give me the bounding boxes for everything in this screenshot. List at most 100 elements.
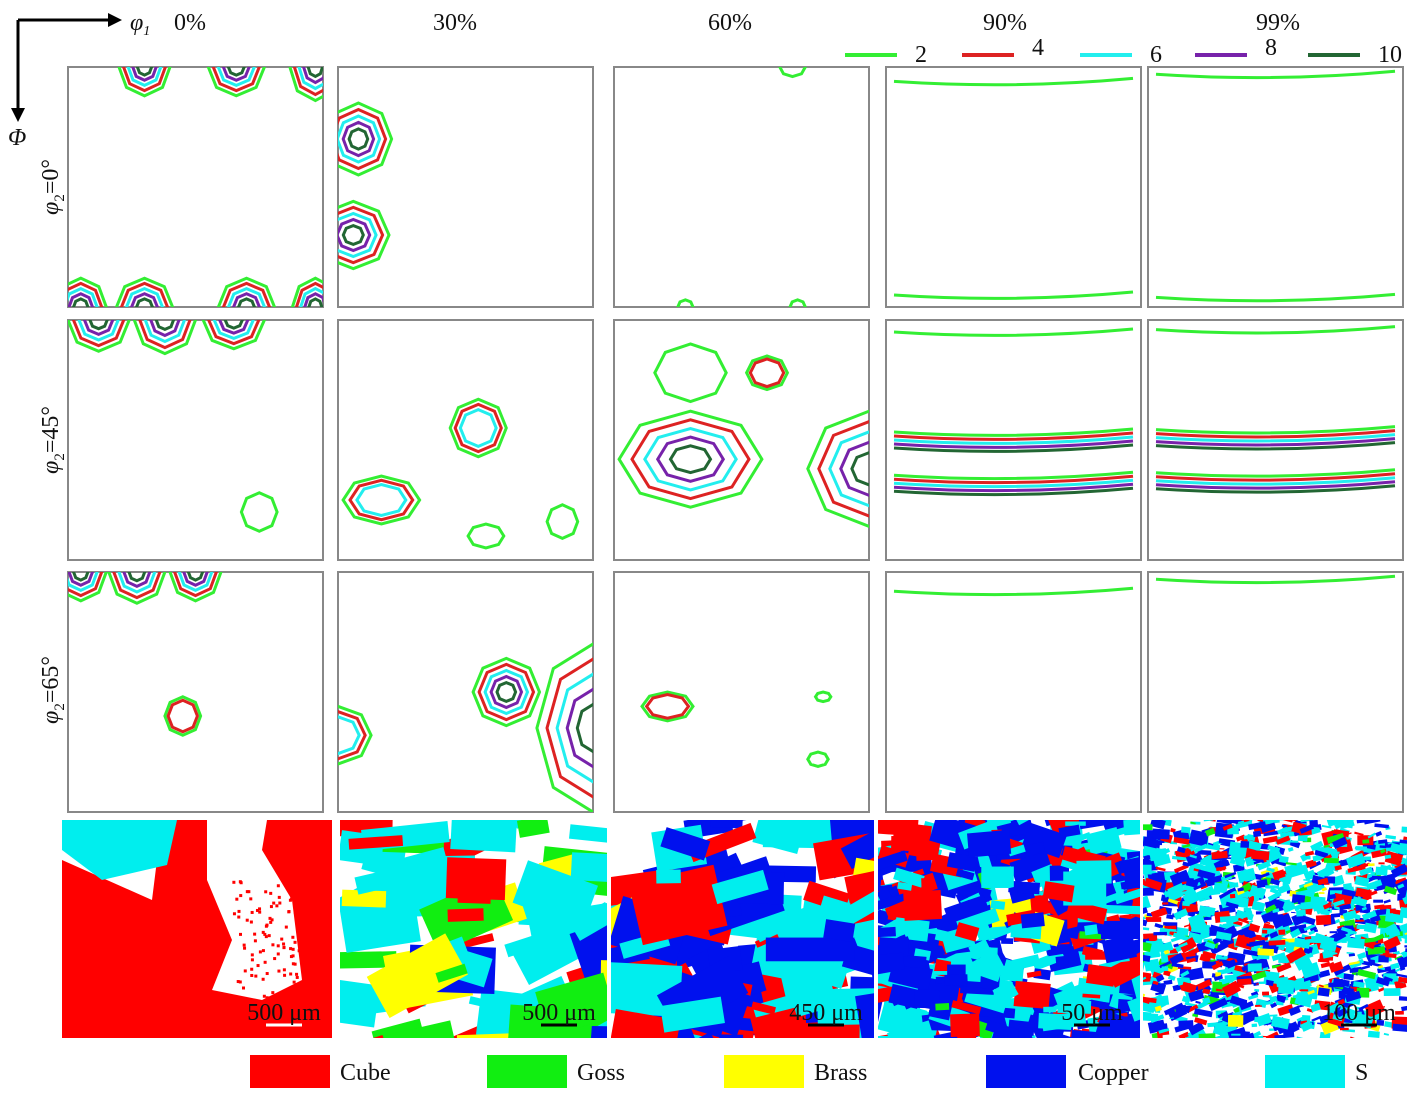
grain — [1170, 827, 1176, 833]
contour-band — [893, 431, 1134, 441]
grain — [297, 996, 301, 1000]
grain — [237, 909, 241, 913]
grain — [1401, 859, 1407, 869]
grain — [569, 901, 607, 941]
grain — [311, 995, 315, 999]
grain — [628, 864, 728, 946]
grain — [1189, 854, 1198, 859]
grain — [1376, 1019, 1385, 1026]
grain — [570, 852, 607, 884]
contour-band — [1155, 574, 1396, 585]
grain — [264, 924, 268, 928]
grain — [1307, 989, 1315, 995]
grain — [1263, 830, 1279, 837]
grain — [1383, 976, 1393, 982]
contour-band — [1155, 476, 1396, 486]
grain — [1317, 877, 1329, 886]
grain — [1174, 1023, 1191, 1033]
grain — [1216, 1048, 1229, 1058]
contour — [788, 298, 807, 307]
grain — [1240, 840, 1250, 848]
grain — [1396, 973, 1407, 979]
grain — [270, 918, 274, 922]
grain — [1215, 931, 1232, 941]
grain — [232, 998, 236, 1002]
contour — [676, 298, 695, 307]
grain — [1196, 885, 1216, 901]
grain — [878, 887, 895, 918]
grain — [300, 934, 304, 938]
grain — [1202, 1074, 1218, 1085]
texture-name: Copper — [1078, 1060, 1149, 1086]
grain — [241, 986, 245, 990]
grain — [321, 889, 325, 893]
grain — [1377, 987, 1385, 993]
grain — [1208, 1048, 1221, 1057]
grain — [318, 1006, 322, 1010]
contours — [338, 642, 593, 812]
grain — [968, 939, 991, 958]
grain — [305, 911, 309, 915]
grain — [1215, 972, 1222, 977]
column-label: 99% — [1256, 10, 1300, 36]
grain — [1251, 900, 1266, 912]
contour — [341, 223, 365, 247]
grain — [293, 962, 297, 966]
grain — [1215, 956, 1227, 960]
contour — [68, 286, 99, 307]
grain — [1293, 954, 1313, 971]
contour-band — [1155, 437, 1396, 447]
grain — [894, 1048, 924, 1069]
grain — [1401, 950, 1407, 958]
grain — [1318, 984, 1324, 988]
grain — [235, 897, 239, 901]
grain — [301, 1002, 305, 1006]
grain — [1154, 923, 1164, 929]
contour — [126, 67, 163, 88]
grain — [1010, 882, 1035, 893]
grain — [1329, 893, 1336, 900]
contour — [163, 695, 203, 737]
contour — [132, 320, 198, 356]
contour-band — [893, 478, 1134, 489]
grain — [1221, 879, 1229, 886]
grain — [1195, 1000, 1201, 1004]
grain — [1299, 823, 1315, 834]
grain — [1208, 997, 1228, 1012]
grain — [1336, 1007, 1348, 1018]
grain — [944, 894, 991, 927]
texture-name: Brass — [814, 1060, 867, 1086]
grain — [1355, 846, 1368, 851]
row-sub: 2 — [52, 453, 68, 461]
grain — [1259, 1043, 1272, 1053]
grain — [1410, 905, 1416, 910]
grain — [1399, 966, 1406, 971]
grain — [1227, 951, 1246, 961]
legend-level: 4 — [1032, 35, 1044, 61]
grain — [1409, 877, 1415, 880]
grain — [248, 1005, 252, 1009]
grain — [1294, 991, 1314, 1008]
grain — [1303, 923, 1316, 932]
grain — [1339, 903, 1352, 911]
grain — [947, 964, 966, 976]
grain — [1329, 931, 1338, 934]
grain — [1395, 1010, 1404, 1015]
grain — [1348, 953, 1356, 957]
grain — [1241, 1032, 1255, 1038]
grain — [1383, 935, 1401, 951]
grain — [1150, 1014, 1165, 1024]
grain — [253, 939, 257, 943]
grain — [298, 943, 302, 947]
grain — [311, 910, 315, 914]
grain — [1333, 963, 1352, 977]
grain — [1326, 832, 1345, 844]
grain — [1260, 822, 1277, 833]
grain — [1167, 898, 1179, 905]
grain — [1363, 820, 1381, 825]
grain — [1185, 852, 1203, 867]
contour — [154, 320, 176, 332]
contour-band — [893, 327, 1134, 337]
grain — [271, 991, 275, 995]
grain — [1248, 884, 1267, 900]
